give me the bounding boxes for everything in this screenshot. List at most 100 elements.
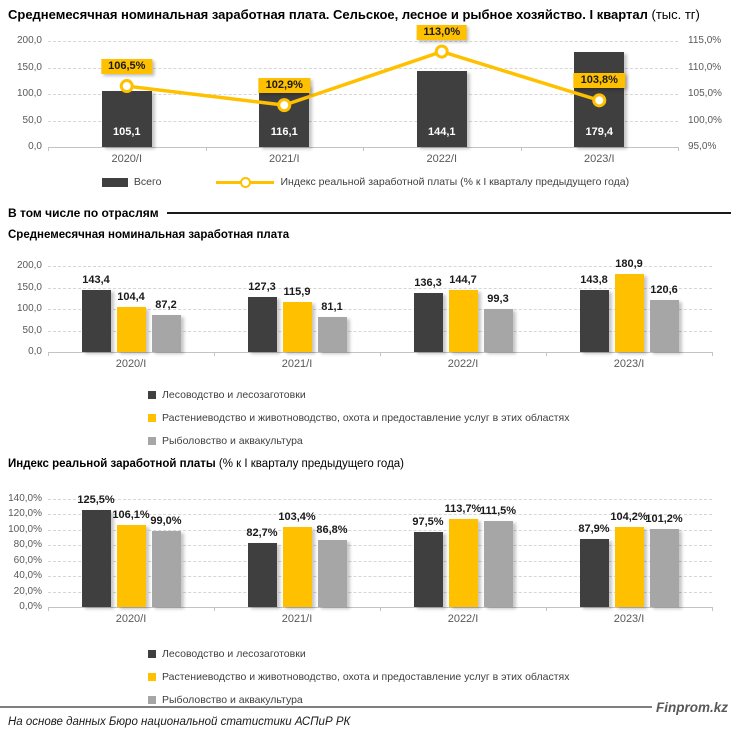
category-axis-tick	[214, 607, 215, 611]
x-axis-label: 2023/I	[613, 613, 645, 625]
page-title-units: (тыс. тг)	[647, 7, 700, 22]
y-axis-tick-label: 50,0	[22, 324, 42, 336]
series-bar	[649, 528, 679, 607]
bar-value-label: 127,3	[248, 281, 276, 294]
line-value-callout: 106,5%	[101, 59, 153, 75]
x-axis-label: 2020/I	[115, 613, 147, 625]
combo-legend: Всего Индекс реальной заработной платы (…	[0, 176, 731, 188]
right-axis-tick-label: 105,0%	[688, 88, 722, 99]
series-bar	[116, 525, 146, 607]
category-axis-tick	[48, 352, 49, 356]
y-axis-tick-label: 150,0	[16, 281, 42, 293]
index-legend: Лесоводство и лесозаготовки Растениеводс…	[148, 642, 569, 711]
x-axis-label: 2023/I	[583, 153, 615, 165]
series-bar	[81, 510, 111, 607]
bar-value-label: 115,9	[283, 286, 311, 299]
legend-item-total: Всего	[101, 176, 161, 188]
series-bar	[151, 314, 181, 352]
category-axis-tick	[678, 147, 679, 151]
bar-value-label: 180,9	[615, 258, 643, 271]
category-axis-tick	[380, 352, 381, 356]
bar-value-label: 120,6	[650, 284, 678, 297]
x-axis-label: 2021/I	[268, 153, 300, 165]
gridline	[48, 287, 712, 289]
bar-value-label: 86,8%	[316, 524, 348, 537]
right-axis-tick-label: 115,0%	[688, 35, 722, 46]
y-axis-tick-label: 120,0%	[8, 508, 42, 520]
right-axis-tick-label: 100,0%	[688, 114, 722, 126]
gridline	[48, 330, 712, 332]
right-axis-tick-label: 95,0%	[688, 141, 717, 152]
series-bar	[247, 543, 277, 607]
section-header: В том числе по отраслям	[8, 206, 731, 220]
series-bar	[116, 307, 146, 352]
series-bar	[483, 309, 513, 352]
legend-item-crop-livestock: Растениеводство и животноводство, охота …	[148, 406, 569, 429]
bar-value-label: 111,5%	[479, 504, 517, 517]
index-line-swatch-icon	[216, 176, 275, 188]
gridline	[48, 67, 678, 69]
total-bar	[416, 70, 467, 147]
y-axis-tick-label: 200,0	[16, 35, 42, 46]
page-title-main: Среднемесячная номинальная заработная пл…	[8, 7, 648, 22]
gridline	[48, 576, 712, 578]
x-axis-label: 2021/I	[281, 613, 313, 625]
bar-value-label: 87,2	[155, 298, 177, 311]
bar-value-label: 144,7	[449, 273, 477, 286]
forestry-swatch-icon	[148, 390, 156, 399]
series-bar	[247, 297, 277, 352]
series-bar	[448, 289, 478, 352]
x-axis-label: 2022/I	[447, 613, 479, 625]
forestry-swatch-icon	[148, 649, 156, 658]
series-bar	[448, 519, 478, 607]
category-axis-tick	[363, 147, 364, 151]
series-bar	[282, 527, 312, 607]
gridline	[48, 120, 678, 122]
fishery-swatch-icon	[148, 695, 156, 704]
bar-value-label: 106,1%	[112, 509, 150, 522]
bar-value-label: 81,1	[321, 301, 343, 314]
bar-value-label: 116,1	[270, 126, 298, 138]
bar-value-label: 104,2%	[610, 510, 648, 523]
series-bar	[317, 317, 347, 352]
crop-livestock-swatch-icon	[148, 413, 156, 422]
gridline	[48, 94, 678, 95]
series-bar	[413, 293, 443, 352]
bar-value-label: 103,4%	[278, 511, 316, 524]
right-axis-tick-label: 110,0%	[688, 61, 722, 73]
total-bar	[101, 91, 152, 147]
page-title: Среднемесячная номинальная заработная пл…	[8, 7, 700, 22]
x-axis-label: 2022/I	[426, 153, 458, 165]
bar-value-label: 99,3	[487, 293, 509, 306]
series-bar	[413, 531, 443, 607]
y-axis-tick-label: 100,0	[16, 88, 42, 99]
gridline	[48, 591, 712, 593]
brand-logo: Finprom.kz	[655, 699, 728, 715]
series-bar	[81, 290, 111, 352]
category-axis-tick	[546, 352, 547, 356]
y-axis-tick-label: 150,0	[16, 61, 42, 73]
real-wage-index-line	[119, 44, 607, 113]
x-axis-label: 2022/I	[447, 358, 479, 370]
y-axis-tick-label: 100,0	[16, 303, 42, 314]
line-marker	[277, 98, 292, 113]
gridline	[48, 560, 712, 562]
line-marker	[434, 44, 449, 59]
x-axis-label: 2020/I	[111, 153, 143, 165]
y-axis-tick-label: 200,0	[16, 260, 42, 271]
x-axis-label: 2021/I	[281, 358, 313, 370]
gridline	[48, 529, 712, 531]
fishery-swatch-icon	[148, 436, 156, 445]
gridline	[48, 499, 712, 500]
series-bar	[483, 520, 513, 607]
x-axis-label: 2020/I	[115, 358, 147, 370]
bar-value-label: 97,5%	[412, 515, 444, 528]
crop-livestock-swatch-icon	[148, 672, 156, 681]
total-bar	[259, 85, 310, 147]
bar-value-label: 125,5%	[77, 494, 115, 507]
series-bar	[614, 526, 644, 607]
bar-value-label: 99,0%	[150, 514, 182, 527]
y-axis-tick-label: 0,0	[28, 346, 42, 357]
y-axis-tick-label: 40,0%	[13, 570, 42, 582]
